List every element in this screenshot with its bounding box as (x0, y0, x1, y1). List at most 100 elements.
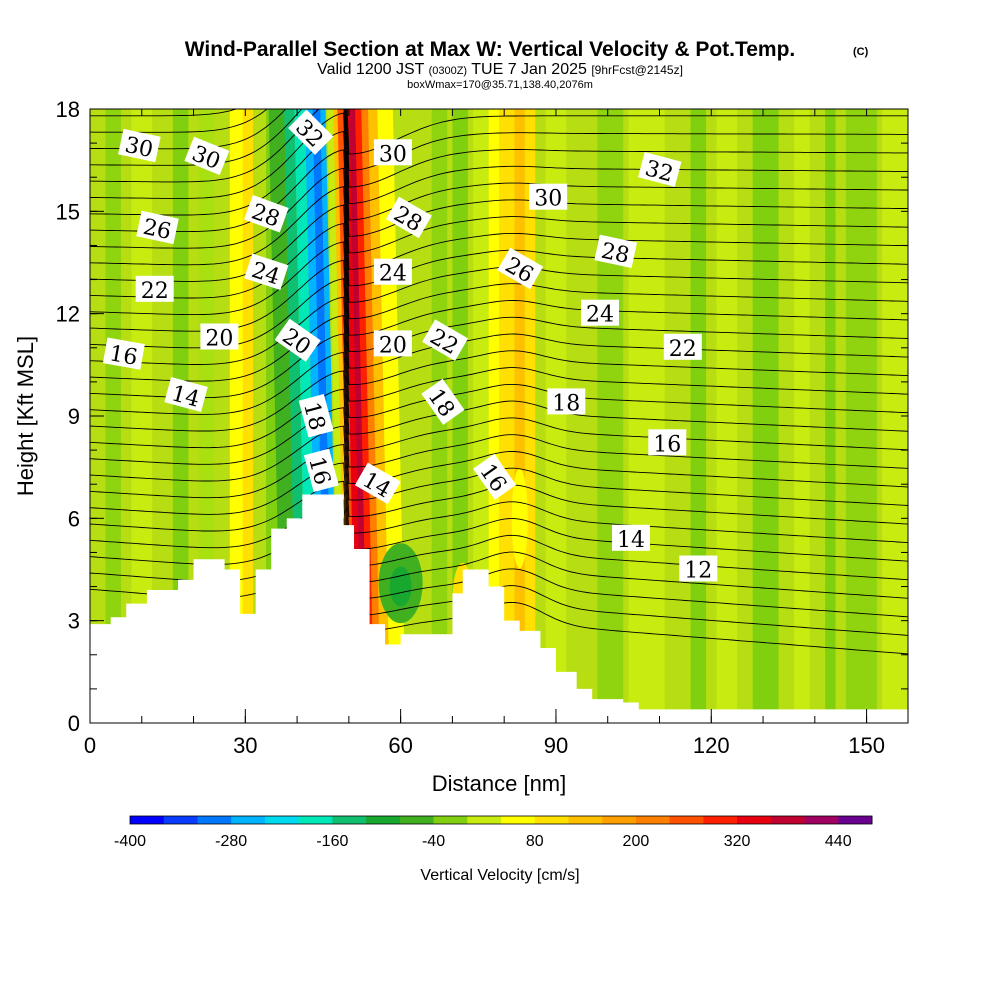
colorbar-swatch (130, 816, 165, 824)
theta-label: 32 (638, 151, 682, 188)
colorbar-swatch (433, 816, 468, 824)
theta-label-box (373, 258, 412, 285)
theta-contour-line (90, 443, 908, 544)
colorbar: -400 -280 -160 -40 80 200 320 440 (114, 815, 873, 850)
theta-label-box (244, 253, 289, 290)
theta-label-box (473, 453, 517, 500)
theta-label-box (594, 234, 637, 268)
theta-contour-line (90, 222, 908, 336)
x-axis: 0 30 60 90 120 150 (84, 109, 885, 758)
theta-contour-line (90, 167, 908, 287)
theta-label-box (679, 555, 718, 582)
theta-contour-line (90, 109, 908, 221)
colorbar-swatch (669, 816, 704, 824)
colorbar-tick-label: -280 (215, 833, 247, 850)
theta-label-box (135, 275, 174, 302)
colorbar-swatch (737, 816, 772, 824)
y-axis: 0 3 6 9 12 15 18 (56, 97, 908, 736)
theta-label-box (497, 247, 544, 290)
theta-label-box (354, 462, 401, 505)
theta-label: 30 (118, 128, 161, 163)
theta-label-text: 18 (552, 391, 580, 416)
y-tick-label: 18 (56, 97, 80, 122)
theta-label-box (612, 524, 650, 551)
theta-label-text: 16 (653, 432, 681, 457)
theta-label-text: 12 (684, 559, 712, 584)
theta-label: 22 (663, 333, 702, 362)
theta-label-box (638, 151, 682, 187)
colorbar-label: Vertical Velocity [cm/s] (420, 867, 579, 884)
updraft-lobe (511, 468, 528, 569)
chart-subtitle: Valid 1200 JST (0300Z) TUE 7 Jan 2025 [9… (317, 61, 683, 78)
theta-contour-line (90, 109, 908, 188)
x-tick-label: 0 (84, 733, 96, 758)
subtitle-date: TUE 7 Jan 2025 (471, 61, 587, 78)
colorbar-swatch (298, 816, 333, 824)
theta-label: 30 (529, 183, 568, 212)
x-tick-label: 90 (544, 733, 568, 758)
downdraft-core (389, 566, 412, 607)
theta-label: 18 (547, 388, 586, 416)
theta-label: 14 (612, 524, 650, 553)
theta-contour-line (90, 517, 908, 618)
subtitle-valid-time: Valid 1200 JST (317, 61, 425, 78)
theta-contour-line (90, 109, 908, 155)
theta-contour-line (90, 333, 908, 435)
colorbar-swatch (602, 816, 637, 824)
theta-contour-line (90, 462, 908, 562)
theta-label-box (288, 109, 334, 155)
theta-contour-line (90, 109, 908, 204)
theta-label-box (648, 429, 687, 456)
subtitle-utc-time: (0300Z) (429, 65, 468, 77)
theta-label: 16 (648, 429, 687, 457)
theta-label-text: 22 (141, 279, 169, 304)
colorbar-tick-label: 440 (825, 833, 852, 850)
theta-label: 20 (373, 330, 412, 358)
x-tick-label: 120 (693, 733, 730, 758)
title-copyright-mark: (C) (853, 46, 869, 58)
theta-label: 12 (679, 555, 718, 584)
theta-label-text: 30 (123, 133, 156, 163)
theta-label-text: 24 (379, 262, 407, 287)
theta-contour-line (90, 499, 908, 599)
theta-label-box (102, 337, 145, 370)
colorbar-swatch (332, 816, 367, 824)
colorbar-swatch (264, 816, 300, 824)
x-tick-label: 150 (848, 733, 885, 758)
theta-label-text: 30 (379, 142, 407, 167)
theta-contour-line (90, 370, 908, 469)
theta-contour-line (90, 112, 908, 237)
colorbar-swatch (231, 816, 266, 824)
theta-label-text: 14 (617, 528, 645, 553)
theta-label: 20 (200, 323, 239, 352)
theta-contour-line (90, 480, 908, 581)
y-axis-label: Height [Kft MSL] (13, 336, 38, 496)
theta-label-text: 30 (534, 187, 562, 212)
colorbar-swatch (467, 816, 502, 824)
theta-contour-line (90, 204, 908, 320)
theta-contour-line (90, 296, 908, 402)
colorbar-swatch (534, 816, 569, 824)
velocity-band (172, 109, 189, 723)
theta-label-box (184, 136, 230, 176)
theta-label-box (663, 333, 702, 360)
velocity-band (361, 109, 382, 723)
theta-contour-line (90, 351, 908, 451)
theta-label: 26 (136, 210, 179, 245)
theta-label-text: 22 (669, 337, 697, 362)
theta-contour-line (90, 241, 908, 353)
colorbar-swatch (770, 816, 806, 824)
chart-info-line: boxWmax=170@35.71,138.40,2076m (407, 79, 593, 91)
velocity-band (752, 109, 779, 723)
x-tick-label: 60 (388, 733, 412, 758)
velocity-band (105, 109, 122, 723)
theta-contour-line (90, 109, 908, 171)
colorbar-swatch (635, 816, 671, 824)
theta-label: 24 (581, 299, 619, 328)
velocity-band (690, 109, 707, 723)
theta-label-box (385, 196, 432, 239)
theta-label-box (373, 139, 412, 166)
theta-label: 28 (244, 195, 289, 233)
theta-label-box (118, 128, 161, 163)
